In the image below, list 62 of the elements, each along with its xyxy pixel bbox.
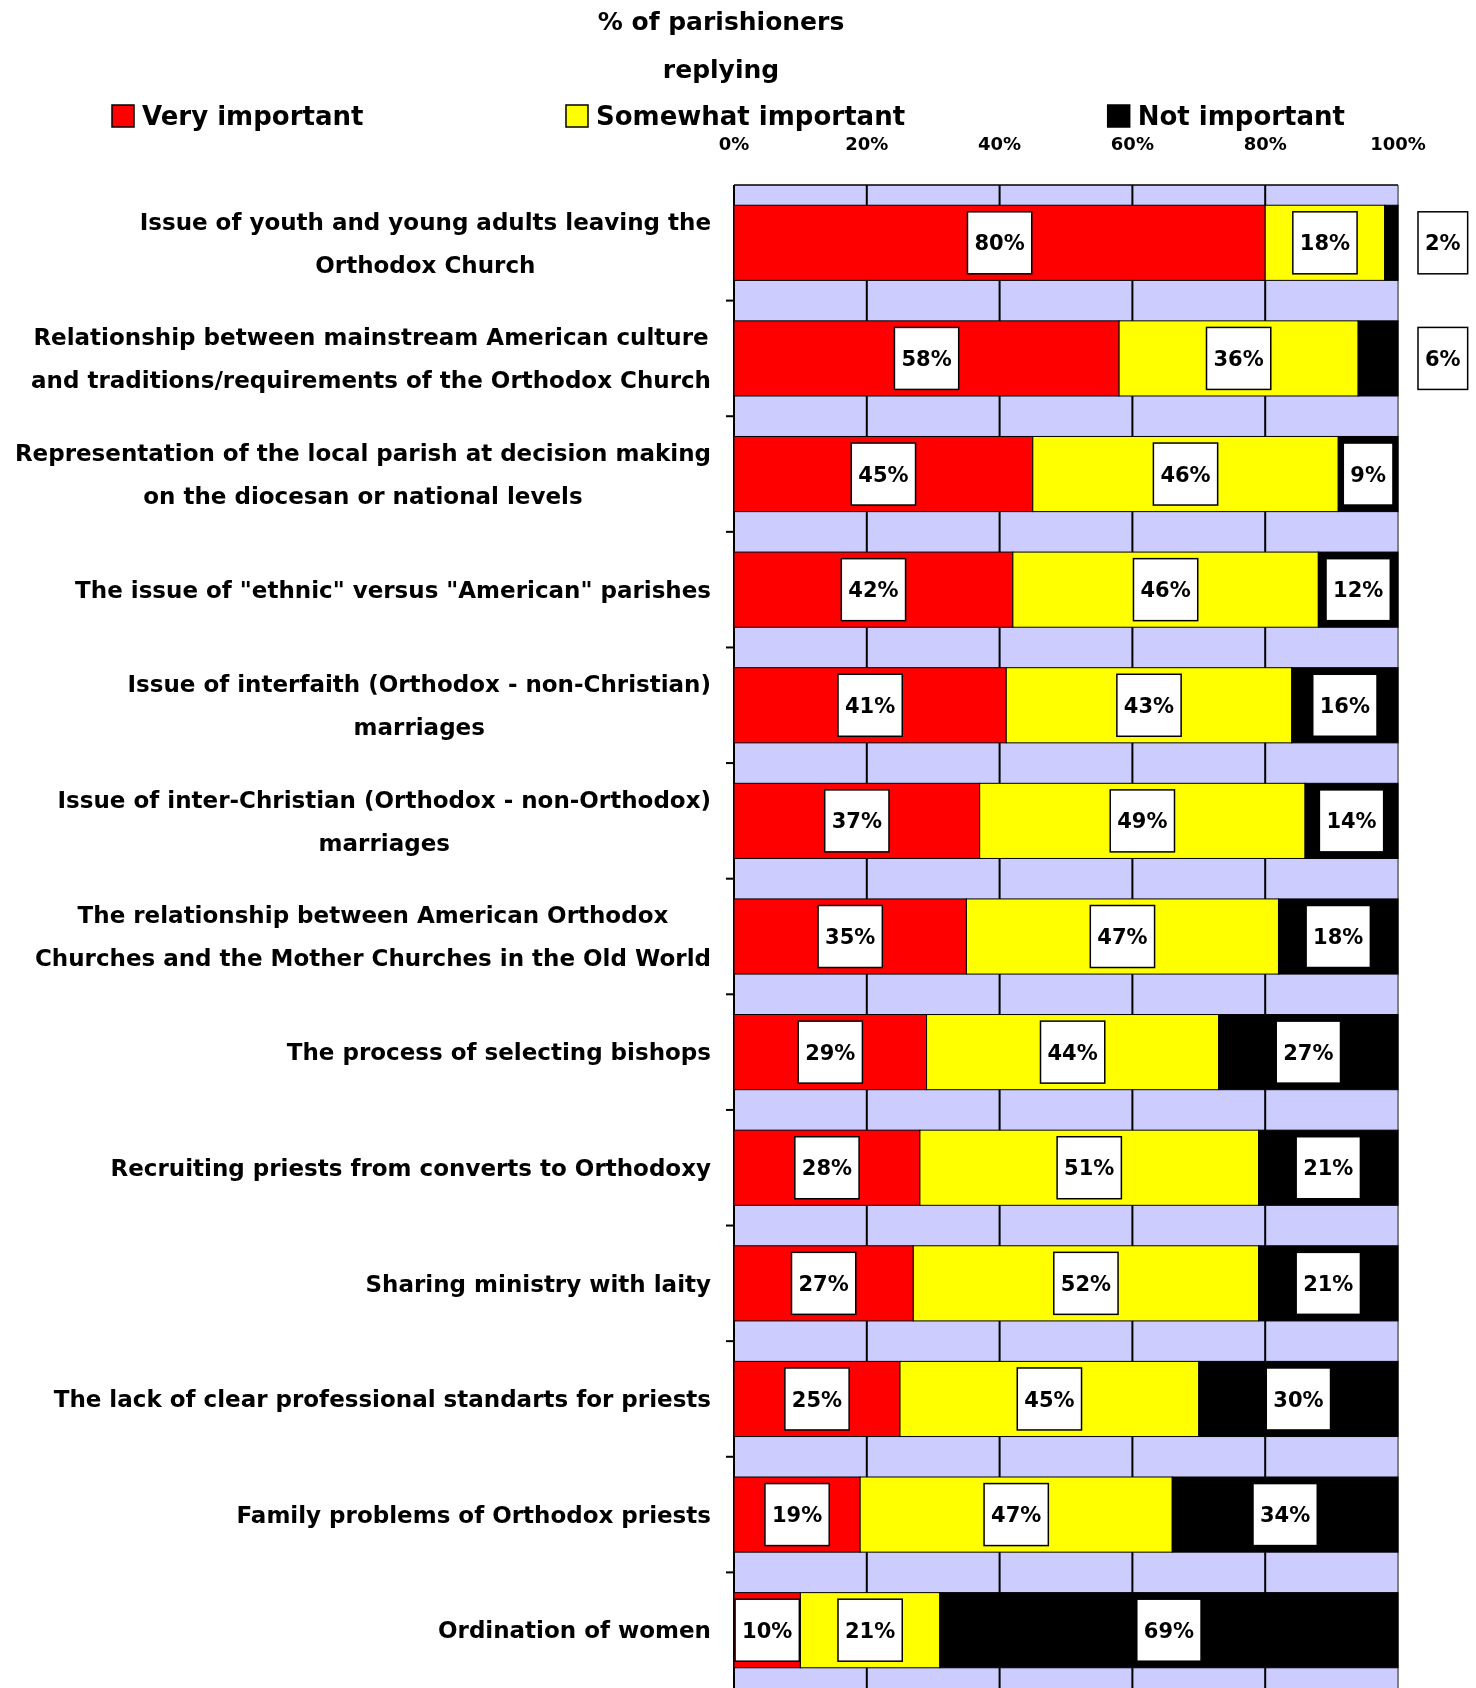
x-tick-label: 20%	[845, 133, 889, 154]
data-label: 43%	[1123, 693, 1175, 718]
data-label: 34%	[1259, 1503, 1311, 1528]
data-label: 12%	[1333, 578, 1384, 603]
data-label: 69%	[1143, 1618, 1195, 1643]
y-tick-label: Representation of the local parish at decision making on the diocesan or national levels	[14, 439, 711, 509]
y-tick-label: Issue of interfaith (Orthodox - non-Christian) marriages	[127, 671, 712, 741]
data-label: 42%	[848, 578, 899, 603]
data-label: 16%	[1319, 693, 1371, 718]
x-tick-label: 60%	[1110, 133, 1154, 154]
data-label: 47%	[991, 1503, 1042, 1528]
y-tick-label: Family problems of Orthodox priests	[236, 1501, 712, 1528]
legend-label: Very important	[142, 101, 364, 132]
y-tick-label: Relationship between mainstream American culture and traditions/requirements of the Orthodox Church	[31, 324, 712, 394]
data-label: 21%	[844, 1618, 896, 1643]
data-label: 41%	[844, 693, 896, 718]
data-label: 21%	[1303, 1156, 1354, 1181]
data-label: 19%	[771, 1503, 823, 1528]
legend-label: Somewhat important	[595, 101, 906, 132]
x-tick-label: 80%	[1243, 133, 1287, 154]
data-label: 80%	[974, 231, 1025, 256]
data-label: 28%	[801, 1156, 853, 1181]
data-label: 9%	[1350, 462, 1386, 487]
data-label: 27%	[1283, 1040, 1334, 1065]
data-label: 52%	[1060, 1271, 1112, 1296]
y-tick-label: The lack of clear professional standarts for priests	[53, 1386, 711, 1413]
data-label: 18%	[1299, 231, 1351, 256]
data-label: 2%	[1425, 231, 1461, 256]
data-label: 29%	[805, 1040, 856, 1065]
data-label: 10%	[742, 1618, 793, 1643]
data-label: 36%	[1213, 346, 1264, 371]
legend-label: Not important	[1137, 101, 1346, 132]
x-tick-label: 40%	[978, 133, 1022, 154]
data-label: 58%	[901, 346, 952, 371]
data-label: 47%	[1097, 925, 1148, 950]
x-tick-label: 100%	[1370, 133, 1426, 154]
data-label: 46%	[1160, 462, 1211, 487]
data-label: 51%	[1064, 1156, 1115, 1181]
y-tick-label: Ordination of women	[437, 1617, 712, 1644]
y-tick-label: Recruiting priests from converts to Orthodoxy	[110, 1155, 711, 1182]
data-label: 14%	[1326, 809, 1377, 834]
data-label: 46%	[1140, 578, 1191, 603]
y-tick-label: The process of selecting bishops	[286, 1039, 712, 1066]
y-tick-label: Issue of youth and young adults leaving the Orthodox Church	[139, 208, 712, 278]
y-tick-label: The issue of "ethnic" versus "American" parishes	[75, 576, 711, 603]
data-label: 45%	[858, 462, 909, 487]
data-label: 49%	[1117, 809, 1168, 834]
y-tick-label: Issue of inter-Christian (Orthodox - non-Orthodox) marriages	[57, 786, 711, 856]
data-label: 21%	[1303, 1271, 1354, 1296]
data-label: 45%	[1024, 1387, 1075, 1412]
data-label: 30%	[1273, 1387, 1324, 1412]
data-label: 44%	[1047, 1040, 1098, 1065]
data-label: 18%	[1313, 925, 1364, 950]
data-label: 27%	[798, 1271, 849, 1296]
data-label: 6%	[1425, 346, 1461, 371]
y-tick-label: The relationship between American Orthodox Churches and the Mother Churches in the Old World	[34, 902, 711, 972]
x-tick-label: 0%	[718, 133, 750, 154]
data-label: 25%	[791, 1387, 843, 1412]
data-label: 37%	[831, 809, 882, 834]
data-label: 35%	[825, 925, 876, 950]
chart-title: % of parishioners replying	[597, 7, 845, 84]
y-tick-label: Sharing ministry with laity	[365, 1270, 712, 1297]
